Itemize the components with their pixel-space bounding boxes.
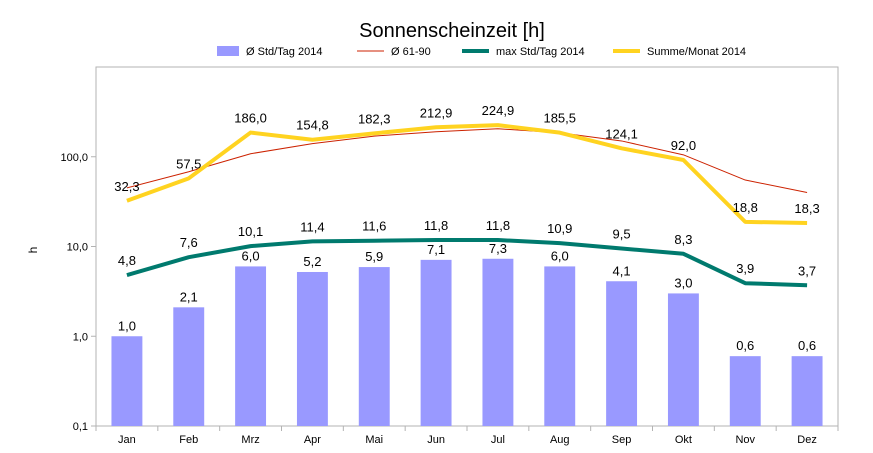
bar-data-label: 0,6 (736, 338, 754, 353)
bar (235, 266, 267, 426)
bar-data-label: 4,1 (613, 263, 631, 278)
line-data-label: 3,7 (798, 263, 816, 278)
line-data-label: 18,8 (733, 200, 758, 215)
y-axis-label: h (26, 247, 40, 254)
line-data-label: 92,0 (671, 138, 696, 153)
bar-data-label: 6,0 (551, 248, 569, 263)
legend-label-avg: Ø 61-90 (391, 46, 431, 58)
x-tick-label: Okt (675, 434, 692, 446)
bar (482, 258, 514, 426)
x-tick-label: Feb (179, 434, 198, 446)
bar-data-label: 0,6 (798, 338, 816, 353)
x-tick-label: Jan (118, 434, 136, 446)
bar-series (111, 258, 823, 426)
x-tick-label: Jul (491, 434, 505, 446)
x-tick-label: Nov (735, 434, 755, 446)
bar-data-label: 5,2 (303, 254, 321, 269)
line-data-label: 10,1 (238, 224, 263, 239)
x-tick-label: Aug (550, 434, 570, 446)
bar (173, 307, 205, 426)
line-data-label: 11,6 (362, 219, 386, 234)
legend-label-bars: Ø Std/Tag 2014 (246, 46, 322, 58)
bar-data-label: 1,0 (118, 318, 136, 333)
x-tick-label: Dez (797, 434, 817, 446)
bar-data-label: 6,0 (242, 248, 260, 263)
bar (420, 259, 452, 426)
line-data-label: 11,8 (486, 218, 510, 233)
y-tick-label: 1,0 (73, 331, 88, 343)
line-data-label: 18,3 (794, 201, 819, 216)
line-data-label: 8,3 (674, 232, 692, 247)
x-tick-label: Jun (427, 434, 445, 446)
line-data-label: 185,5 (543, 111, 576, 126)
bar-data-label: 3,0 (674, 275, 692, 290)
bar-data-label: 7,3 (489, 241, 507, 256)
x-tick-label: Mai (365, 434, 383, 446)
bar (544, 266, 576, 426)
legend: Ø Std/Tag 2014 Ø 61-90 max Std/Tag 2014 … (217, 46, 746, 58)
line-data-label: 186,0 (234, 111, 267, 126)
line-data-label: 212,9 (420, 105, 453, 120)
line-data-label: 10,9 (547, 221, 572, 236)
line-data-label: 9,5 (613, 226, 631, 241)
bar (606, 281, 638, 426)
line-data-label: 4,8 (118, 253, 136, 268)
bar (296, 271, 328, 426)
line-data-label: 3,9 (736, 261, 754, 276)
line-data-label: 182,3 (358, 111, 391, 126)
line-data-label: 32,3 (114, 179, 139, 194)
bar (358, 267, 390, 426)
line-data-label: 224,9 (482, 103, 515, 118)
series-line (126, 128, 808, 193)
x-axis: Jan Feb Mrz Apr Mai Jun Jul Aug Sep Okt Nov Dez (95, 426, 839, 446)
bar-data-label: 7,1 (427, 242, 445, 257)
x-tick-label: Mrz (241, 434, 259, 446)
bar-data-label: 5,9 (365, 249, 383, 264)
line-data-label: 11,4 (300, 219, 324, 234)
plot-area (95, 66, 839, 427)
bar (729, 356, 761, 426)
series-line (126, 238, 808, 288)
x-tick-label: Apr (304, 434, 321, 446)
y-axis: 0,1 1,0 10,0 100,0 (60, 152, 96, 433)
line-data-label: 124,1 (605, 126, 638, 141)
line-data-label: 7,6 (180, 235, 198, 250)
line-data-label: 11,8 (424, 218, 448, 233)
line-series (126, 123, 808, 288)
chart-title: Sonnenscheinzeit [h] (359, 20, 545, 42)
bar (667, 293, 699, 426)
bar (791, 356, 823, 426)
bar (111, 336, 143, 426)
line-data-label: 57,5 (176, 156, 201, 171)
x-tick-label: Sep (612, 434, 632, 446)
legend-swatch-bars (217, 46, 239, 56)
y-tick-label: 0,1 (73, 421, 88, 433)
y-tick-label: 100,0 (60, 152, 88, 164)
y-tick-label: 10,0 (67, 242, 88, 254)
legend-label-sum: Summe/Monat 2014 (647, 46, 746, 58)
legend-label-max: max Std/Tag 2014 (496, 46, 585, 58)
bar-data-label: 2,1 (180, 289, 198, 304)
data-labels: 1,0 2,1 6,0 5,2 5,9 7,1 7,3 6,0 4,1 3,0 0,6 0,6 4,8 7… (114, 103, 819, 353)
line-data-label: 154,8 (296, 118, 329, 133)
series-line (126, 123, 808, 225)
